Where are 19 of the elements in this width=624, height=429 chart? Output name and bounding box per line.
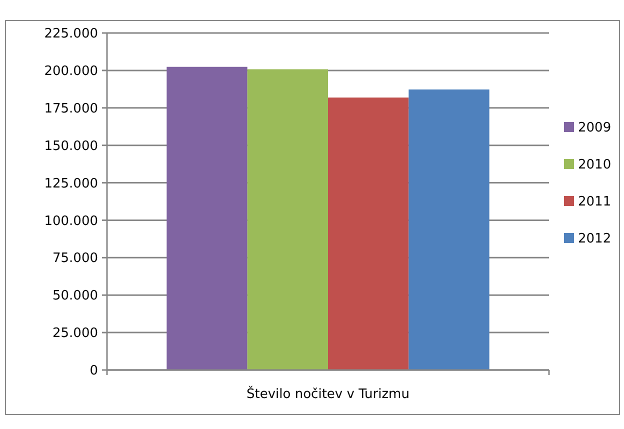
legend-label: 2010 <box>578 158 612 173</box>
x-tick-label: Število nočitev v Turizmu <box>246 385 410 402</box>
y-tick-label: 225.000 <box>44 26 98 42</box>
bar <box>328 98 409 370</box>
bar <box>166 66 248 370</box>
bar <box>408 89 490 370</box>
y-tick-label: 75.000 <box>52 251 98 266</box>
y-tick-label: 50.000 <box>52 288 98 304</box>
y-tick-label: 150.000 <box>44 138 98 154</box>
y-tick-label: 25.000 <box>52 326 98 342</box>
y-tick-label: 175.000 <box>44 101 98 116</box>
legend-label: 2009 <box>578 120 612 136</box>
y-tick-label: 200.000 <box>44 64 98 79</box>
legend-label: 2011 <box>578 194 612 210</box>
y-tick-label: 100.000 <box>44 214 98 229</box>
y-tick-label: 0 <box>90 364 98 379</box>
y-tick-label: 125.000 <box>44 176 98 192</box>
bar <box>247 69 328 370</box>
legend-label: 2012 <box>578 232 612 247</box>
